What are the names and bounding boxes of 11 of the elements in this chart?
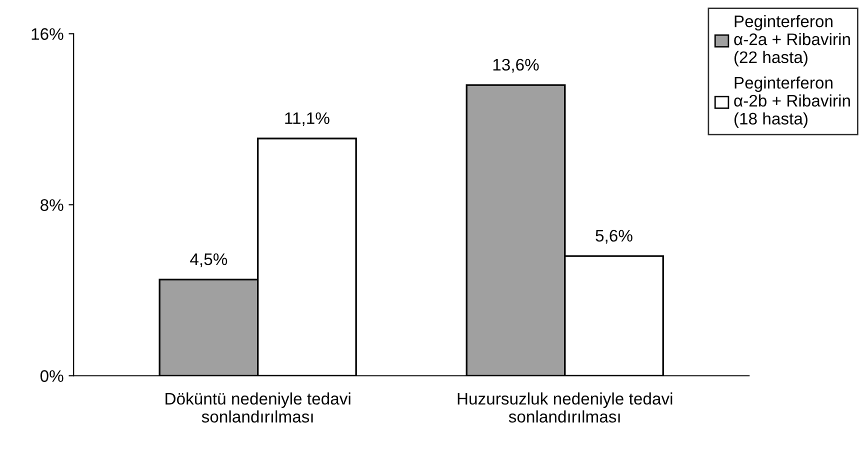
data-label: 11,1%	[285, 112, 330, 126]
y-tick-label: 16%	[32, 28, 64, 40]
y-tick-label: 0%	[40, 370, 64, 382]
data-label: 5,6%	[596, 230, 632, 244]
legend-label: Peginterferon α-2b + Ribavirin (18 hasta)	[734, 76, 850, 128]
data-label: 4,5%	[190, 253, 228, 268]
x-tick-label: Huzursuzluk nedeniyle tedavi sonlandırılması	[458, 392, 672, 423]
x-tick-label: Döküntü nedeniyle tedavi sonlandırılması	[166, 392, 350, 423]
y-tick-label: 8%	[40, 199, 64, 211]
data-label: 13,6%	[493, 58, 539, 73]
legend-label: Peginterferon α-2a + Ribavirin (22 hasta)	[734, 15, 850, 66]
